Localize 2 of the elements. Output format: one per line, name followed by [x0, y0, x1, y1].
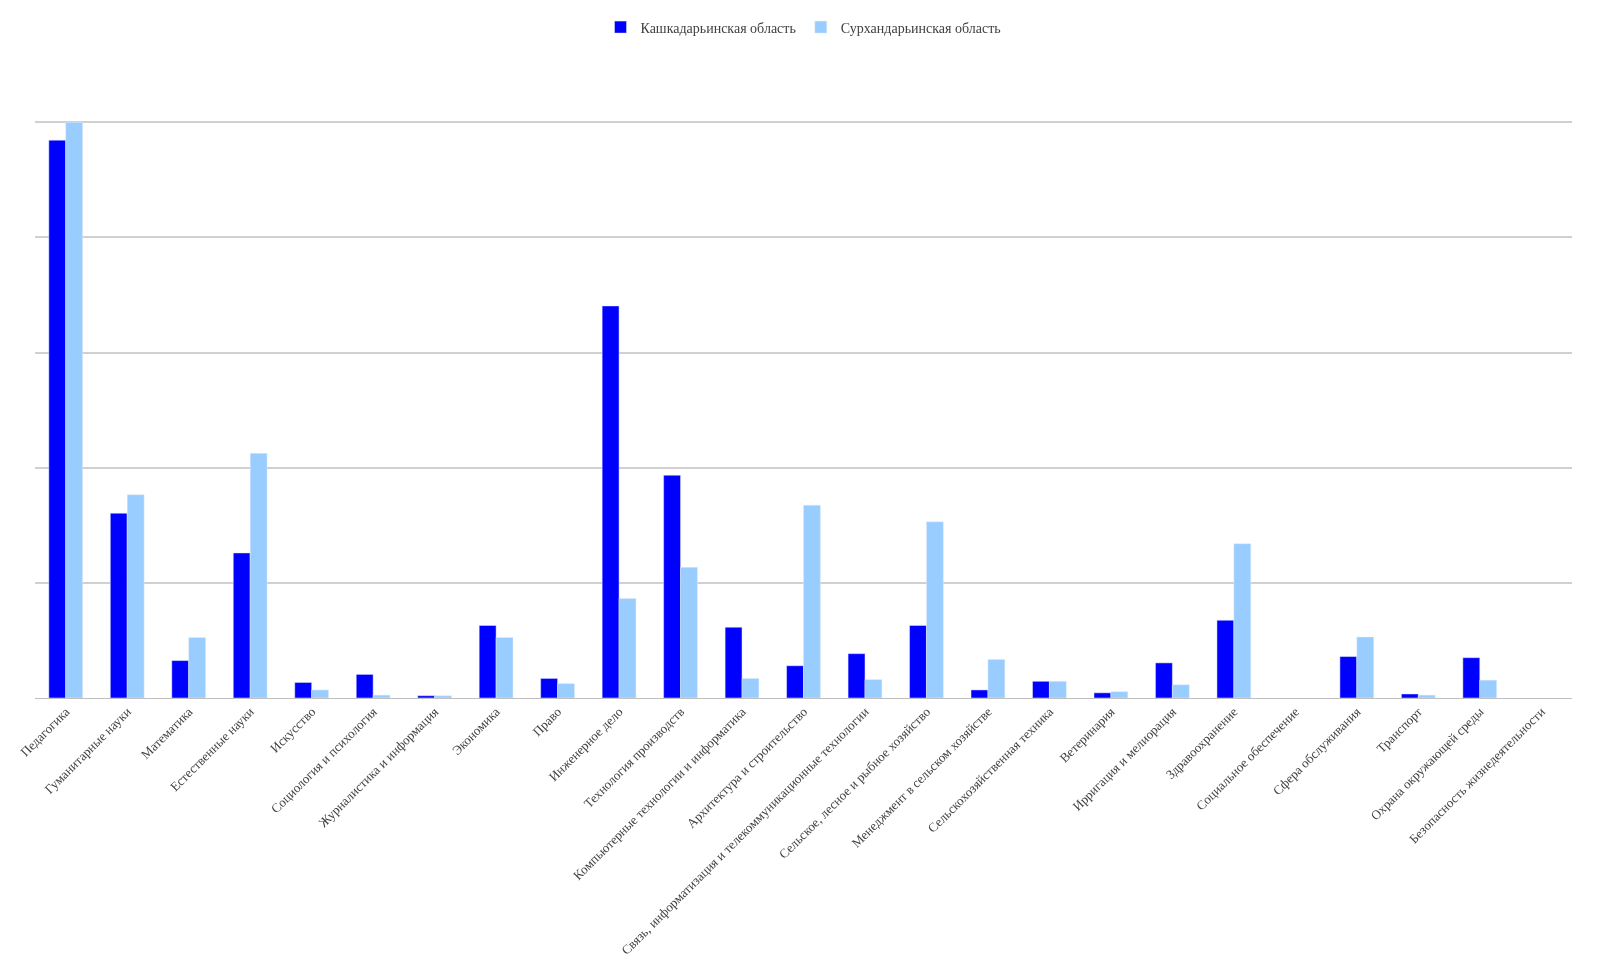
legend-label: Кашкадарьинская область	[640, 20, 796, 36]
legend-label: Сурхандарьинская область	[840, 20, 1001, 36]
